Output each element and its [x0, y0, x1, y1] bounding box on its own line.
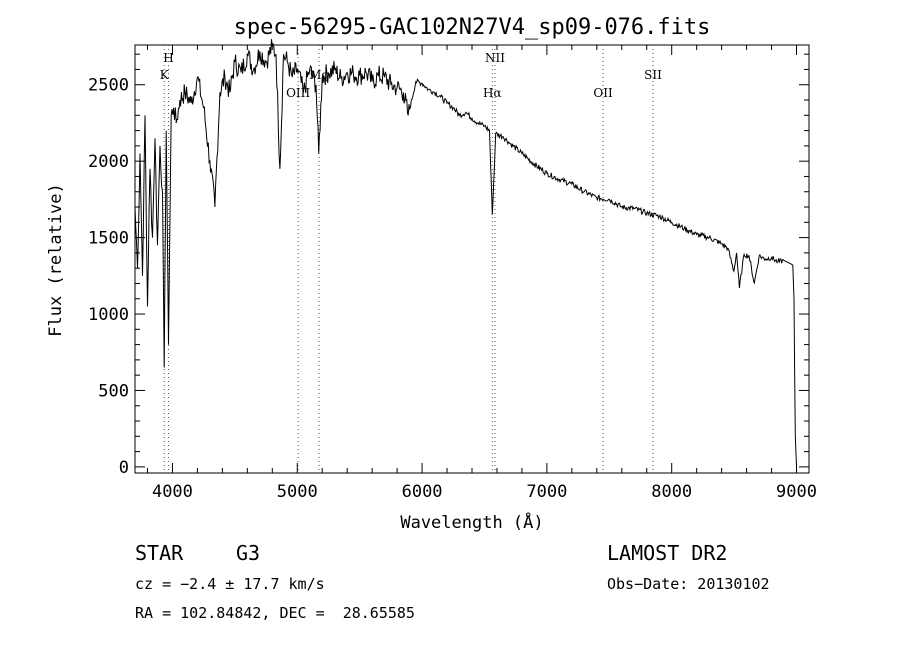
- marker-label: H: [163, 51, 173, 65]
- plot-frame: [134, 44, 810, 474]
- y-tick-label: 1500: [88, 229, 129, 249]
- marker-label: OII: [593, 86, 613, 100]
- x-axis-label: Wavelength (Å): [400, 511, 543, 533]
- y-tick-label: 2500: [88, 76, 129, 96]
- object-subclass: G3: [236, 541, 261, 565]
- marker-label: SII: [644, 68, 662, 82]
- marker-label: K: [160, 68, 170, 82]
- y-axis: 0 500 1000 1500 2000 2500: [88, 53, 809, 478]
- cz-value: cz = −2.4 ± 17.7 km/s: [135, 575, 325, 593]
- y-tick-label: 500: [98, 381, 129, 401]
- marker-label: NII: [485, 51, 505, 65]
- marker-label: OIII: [286, 86, 310, 100]
- x-tick-label: 8000: [651, 482, 692, 502]
- x-tick-label: 4000: [152, 482, 193, 502]
- spectrum-line: [134, 39, 797, 467]
- obs-date: Obs−Date: 20130102: [607, 575, 770, 593]
- x-axis: 4000 5000 6000 7000 8000 9000: [146, 45, 817, 502]
- y-tick-label: 0: [119, 458, 129, 478]
- chart-title: spec-56295-GAC102N27V4_sp09-076.fits: [234, 15, 711, 40]
- y-tick-label: 2000: [88, 152, 129, 172]
- y-axis-label: Flux (relative): [46, 183, 66, 337]
- coordinates: RA = 102.84842, DEC = 28.65585: [135, 604, 415, 622]
- survey-name: LAMOST DR2: [607, 541, 728, 565]
- x-tick-label: 7000: [526, 482, 567, 502]
- marker-label: Hα: [483, 86, 502, 100]
- x-tick-label: 6000: [402, 482, 443, 502]
- x-tick-label: 9000: [776, 482, 817, 502]
- object-class: STAR: [135, 541, 184, 565]
- x-tick-label: 5000: [277, 482, 318, 502]
- y-tick-label: 1000: [88, 305, 129, 325]
